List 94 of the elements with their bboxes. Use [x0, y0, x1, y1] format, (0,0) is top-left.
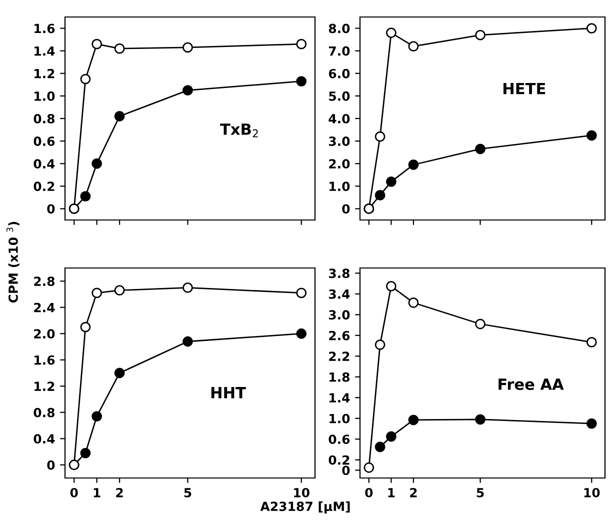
point [114, 368, 125, 378]
y-tick-label: 0.2 [328, 455, 350, 465]
y-tick-label: 6.0 [328, 68, 350, 78]
point [296, 328, 307, 339]
point [296, 76, 307, 86]
y-tick-label: 0.4 [34, 159, 55, 169]
point [386, 176, 396, 187]
y-tick-label: 1.0 [34, 91, 55, 101]
point [374, 131, 386, 142]
x-tick-label: 10 [584, 488, 600, 498]
y-tick-label: 3.0 [328, 136, 350, 146]
point [475, 144, 486, 154]
point [92, 158, 102, 169]
point [408, 41, 419, 52]
annotation: Free AA [498, 378, 564, 390]
y-tick-label: 0.8 [34, 408, 55, 418]
point [80, 74, 91, 84]
point [586, 336, 597, 348]
y-tick-label: 3.4 [328, 289, 350, 299]
point [408, 160, 419, 170]
annotation: HETE [504, 83, 546, 94]
annotation: TxB$_{2}$ [220, 124, 258, 138]
x-tick-label: 2 [410, 488, 417, 498]
point [182, 282, 193, 293]
point [114, 43, 125, 54]
point [80, 191, 91, 202]
y-tick-label: 1.4 [34, 46, 55, 56]
y-tick-label: 0 [342, 204, 350, 214]
x-tick-label: 0 [365, 488, 373, 498]
y-tick-label: 3.8 [328, 268, 350, 278]
point [386, 28, 396, 38]
y-tick-label: 2.6 [329, 330, 350, 340]
point [296, 288, 307, 298]
y-tick-label: 1.0 [330, 414, 350, 424]
point [386, 280, 396, 292]
y-tick-label: 2.0 [329, 159, 350, 169]
y-tick-label: 2.4 [34, 302, 55, 312]
point [92, 288, 102, 298]
annotation: HHT [211, 387, 246, 398]
point [296, 38, 307, 50]
point [182, 336, 193, 347]
point [475, 414, 486, 425]
x-tick-label: 5 [476, 488, 484, 498]
point [386, 431, 396, 442]
y-tick-label: 0.2 [34, 182, 54, 192]
y-tick-label: 1.4 [330, 393, 350, 402]
y-tick-label: 1.8 [330, 372, 350, 382]
point [364, 462, 374, 473]
x-tick-label: 0 [70, 488, 78, 498]
point [92, 411, 102, 422]
point [586, 418, 597, 429]
y-tick-label: 4.0 [328, 114, 350, 124]
point [475, 318, 486, 330]
point [92, 38, 102, 50]
y-tick-label: 1.0 [330, 182, 350, 192]
point [374, 442, 386, 452]
y-tick-label: 3.0 [328, 310, 350, 320]
y-tick-label: 5.0 [329, 91, 350, 101]
point [182, 42, 193, 53]
y-tick-label: 1.2 [34, 382, 54, 391]
y-tick-label: 7.0 [328, 46, 350, 56]
y-tick-label: 2.0 [34, 329, 55, 339]
x-tick-label: 1 [94, 488, 100, 498]
y-tick-label: 0 [47, 460, 55, 470]
y-tick-label: 8.0 [328, 24, 350, 34]
y-tick-label: 0.6 [328, 434, 350, 444]
point [374, 190, 386, 200]
y-tick-label: 0 [342, 466, 350, 476]
point [114, 111, 125, 122]
y-axis-title: CPM (x10 $^{3}$) [6, 222, 20, 303]
y-tick-label: 1.6 [34, 24, 55, 34]
y-tick-label: 0.4 [34, 434, 55, 444]
y-tick-label: 2.2 [329, 352, 350, 361]
point [408, 298, 419, 308]
x-tick-label: 2 [116, 488, 123, 498]
point [475, 30, 486, 40]
y-tick-label: 1.2 [34, 68, 54, 78]
point [182, 85, 193, 96]
x-axis-title: A23187 [μM] [260, 501, 350, 514]
x-tick-label: 5 [184, 488, 192, 498]
point [586, 130, 597, 141]
point [586, 23, 597, 34]
point [374, 340, 386, 350]
y-tick-label: 1.6 [34, 355, 55, 365]
point [80, 322, 91, 332]
point [114, 285, 125, 296]
point [408, 414, 419, 426]
x-tick-label: 10 [294, 488, 310, 498]
point [80, 448, 91, 458]
y-tick-label: 0 [47, 204, 55, 214]
y-tick-label: 2.8 [34, 276, 55, 286]
y-tick-label: 0.8 [34, 114, 55, 124]
y-tick-label: 0.6 [34, 136, 55, 146]
x-tick-label: 1 [388, 488, 395, 498]
